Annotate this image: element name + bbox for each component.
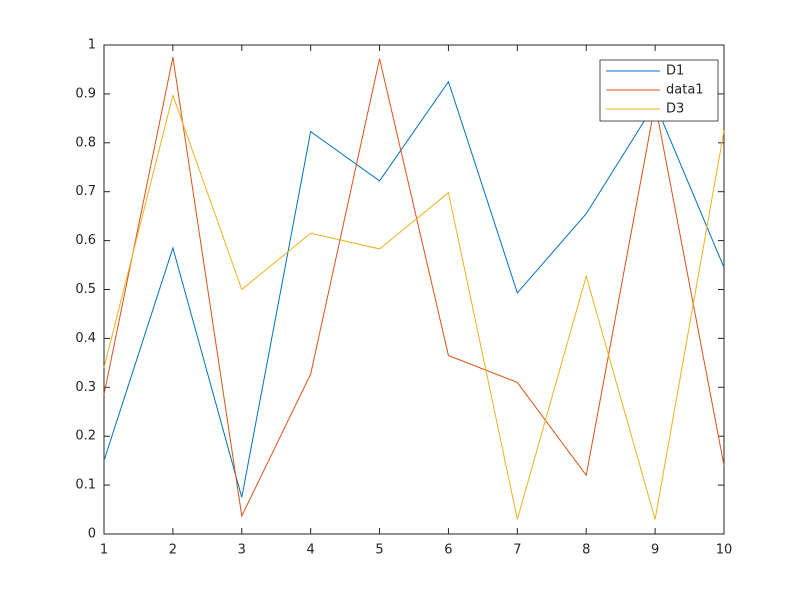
data-line [103,93,725,520]
y-tick-label: 0.8 [75,135,96,150]
y-tick-label: 0 [88,527,96,542]
x-tick-label: 6 [444,543,452,558]
legend-label: D1 [666,64,684,79]
legend-label: data1 [666,83,704,98]
x-tick-label: 7 [513,543,521,558]
y-tick-label: 0.5 [75,282,96,297]
x-tick-label: 4 [307,543,315,558]
y-tick-label: 0.3 [75,380,96,395]
y-tick-label: 0.6 [75,233,96,248]
x-tick-label: 1 [100,543,108,558]
y-tick-label: 0.2 [75,429,96,444]
x-tick-label: 2 [169,543,177,558]
x-tick-label: 8 [582,543,590,558]
legend-label: D3 [666,102,684,117]
x-tick-label: 9 [651,543,659,558]
y-tick-label: 0.4 [75,331,96,346]
data-line [103,80,725,498]
y-tick-label: 1 [88,38,96,53]
x-tick-label: 3 [238,543,246,558]
x-tick-label: 5 [375,543,383,558]
y-tick-label: 0.9 [75,86,96,101]
data-line [103,57,725,518]
y-tick-label: 0.1 [75,478,96,493]
y-tick-label: 0.7 [75,184,96,199]
x-tick-label: 10 [716,543,733,558]
